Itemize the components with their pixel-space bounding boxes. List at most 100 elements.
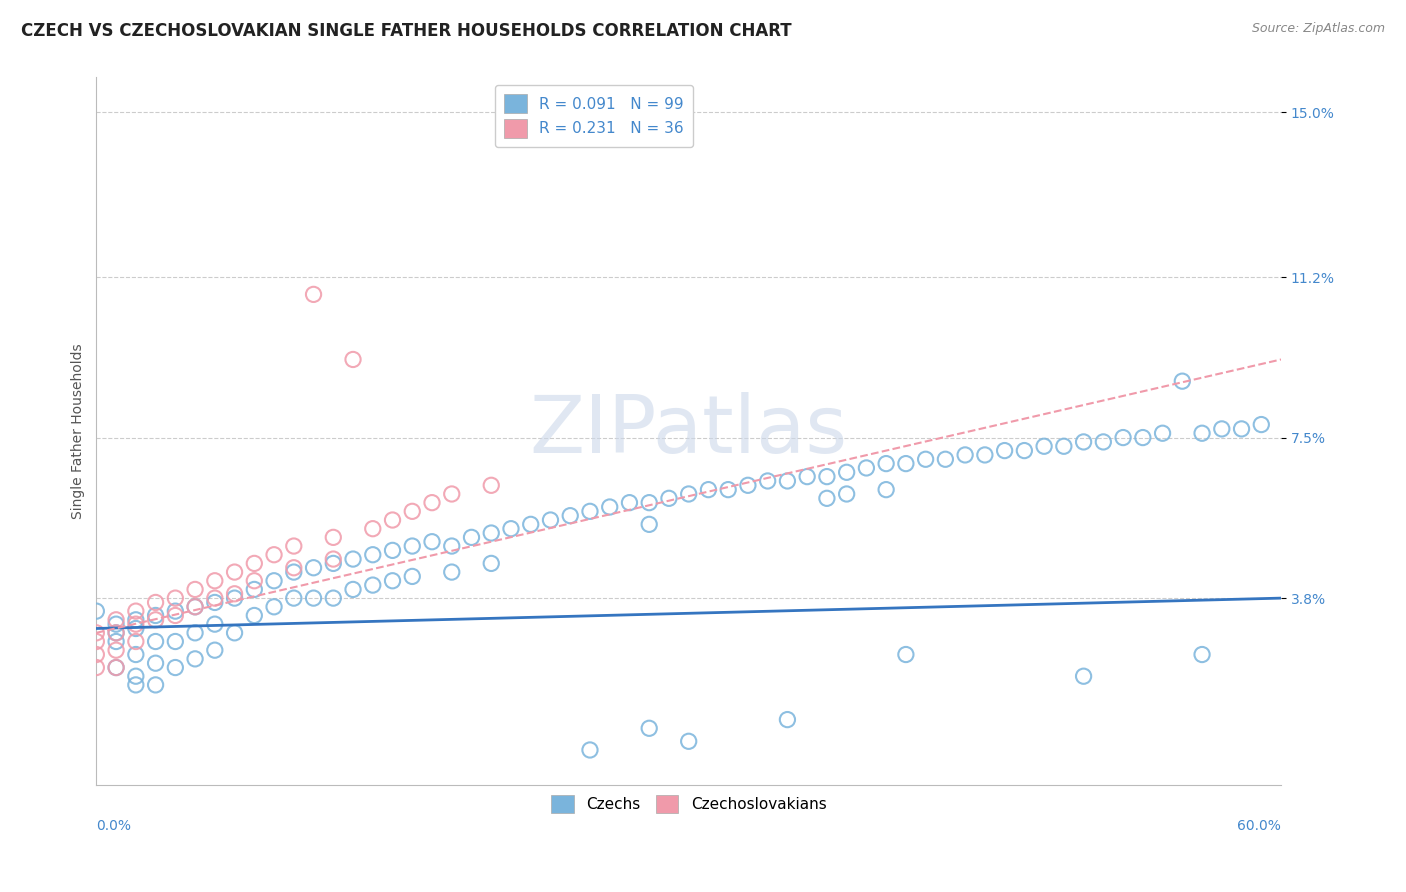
Point: [184, 652, 207, 666]
Point: [835, 487, 858, 501]
Point: [973, 448, 995, 462]
Point: [460, 530, 482, 544]
Point: [678, 487, 700, 501]
Point: [283, 591, 305, 606]
Point: [638, 721, 661, 735]
Point: [165, 660, 187, 674]
Point: [105, 660, 128, 674]
Point: [342, 582, 364, 597]
Point: [401, 504, 423, 518]
Point: [283, 539, 305, 553]
Point: [322, 530, 344, 544]
Point: [994, 443, 1017, 458]
Legend: Czechs, Czechoslovakians: Czechs, Czechoslovakians: [544, 789, 832, 820]
Text: 0.0%: 0.0%: [97, 820, 131, 833]
Point: [342, 552, 364, 566]
Point: [717, 483, 740, 497]
Point: [697, 483, 720, 497]
Point: [440, 539, 463, 553]
Point: [145, 608, 167, 623]
Point: [283, 560, 305, 574]
Point: [1033, 439, 1056, 453]
Point: [1191, 648, 1213, 662]
Point: [519, 517, 541, 532]
Point: [479, 557, 502, 571]
Text: ZIPatlas: ZIPatlas: [530, 392, 848, 470]
Point: [125, 678, 148, 692]
Point: [105, 634, 128, 648]
Point: [184, 599, 207, 614]
Point: [776, 713, 799, 727]
Point: [105, 643, 128, 657]
Point: [756, 474, 779, 488]
Point: [86, 625, 108, 640]
Point: [204, 595, 226, 609]
Point: [322, 552, 344, 566]
Point: [283, 565, 305, 579]
Point: [105, 625, 128, 640]
Point: [1073, 669, 1095, 683]
Point: [1073, 434, 1095, 449]
Point: [1152, 426, 1174, 441]
Point: [599, 500, 621, 514]
Point: [165, 634, 187, 648]
Point: [361, 522, 384, 536]
Text: Source: ZipAtlas.com: Source: ZipAtlas.com: [1251, 22, 1385, 36]
Point: [479, 526, 502, 541]
Point: [638, 496, 661, 510]
Point: [145, 595, 167, 609]
Point: [204, 591, 226, 606]
Point: [875, 457, 897, 471]
Point: [165, 604, 187, 618]
Point: [263, 599, 285, 614]
Point: [499, 522, 522, 536]
Point: [401, 569, 423, 583]
Point: [125, 604, 148, 618]
Point: [243, 574, 266, 588]
Point: [86, 604, 108, 618]
Point: [540, 513, 562, 527]
Point: [1112, 431, 1135, 445]
Point: [381, 574, 404, 588]
Point: [322, 557, 344, 571]
Point: [579, 743, 602, 757]
Point: [204, 643, 226, 657]
Point: [914, 452, 936, 467]
Point: [855, 461, 877, 475]
Point: [105, 625, 128, 640]
Point: [658, 491, 681, 506]
Point: [302, 560, 325, 574]
Point: [638, 517, 661, 532]
Point: [1014, 443, 1036, 458]
Point: [875, 483, 897, 497]
Point: [579, 504, 602, 518]
Point: [86, 634, 108, 648]
Point: [105, 660, 128, 674]
Point: [125, 613, 148, 627]
Point: [440, 487, 463, 501]
Point: [420, 534, 443, 549]
Point: [125, 622, 148, 636]
Point: [243, 582, 266, 597]
Point: [381, 543, 404, 558]
Point: [165, 591, 187, 606]
Point: [224, 591, 246, 606]
Point: [1092, 434, 1115, 449]
Point: [184, 625, 207, 640]
Point: [105, 617, 128, 632]
Point: [302, 591, 325, 606]
Point: [125, 669, 148, 683]
Point: [1132, 431, 1154, 445]
Point: [1171, 374, 1194, 388]
Point: [953, 448, 976, 462]
Point: [381, 513, 404, 527]
Point: [263, 548, 285, 562]
Point: [224, 625, 246, 640]
Point: [243, 608, 266, 623]
Point: [224, 565, 246, 579]
Point: [934, 452, 956, 467]
Point: [184, 582, 207, 597]
Point: [145, 678, 167, 692]
Point: [243, 557, 266, 571]
Point: [815, 491, 838, 506]
